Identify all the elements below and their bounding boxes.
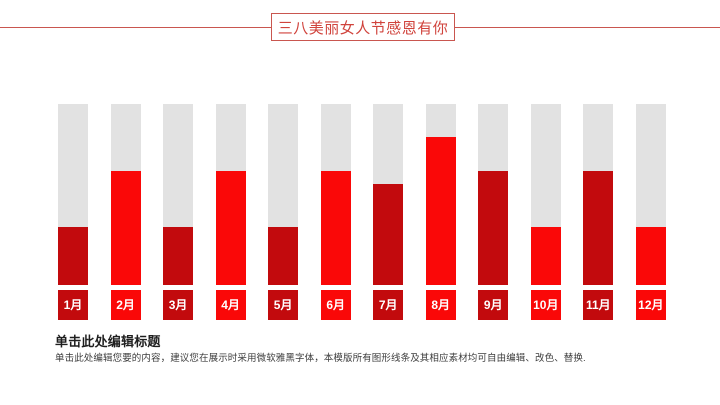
bar-value <box>583 170 614 285</box>
bar-label: 10月 <box>530 290 561 320</box>
slide-title-box[interactable]: 三八美丽女人节感恩有你 <box>271 13 455 41</box>
bar-label: 5月 <box>268 290 299 320</box>
chart-column[interactable]: 1月 <box>58 104 88 320</box>
bar-value <box>478 170 509 285</box>
bar-value <box>530 227 561 285</box>
chart-column[interactable]: 2月 <box>110 104 141 320</box>
bar-label: 11月 <box>583 290 614 320</box>
bar-track <box>215 104 246 285</box>
bar-value <box>268 227 299 285</box>
chart-column[interactable]: 8月 <box>425 104 456 320</box>
bar-track <box>110 104 141 285</box>
bar-label: 2月 <box>110 290 141 320</box>
chart-column[interactable]: 3月 <box>163 104 194 320</box>
bar-label: 7月 <box>373 290 404 320</box>
bar-value <box>425 136 456 285</box>
bar-value <box>635 227 666 285</box>
bar-track <box>320 104 351 285</box>
chart-column[interactable]: 9月 <box>478 104 509 320</box>
bar-track <box>478 104 509 285</box>
chart-column[interactable]: 5月 <box>268 104 299 320</box>
bar-label: 9月 <box>478 290 509 320</box>
footer-body[interactable]: 单击此处编辑您要的内容，建议您在展示时采用微软雅黑字体，本模版所有图形线条及其相… <box>55 353 586 364</box>
bar-track <box>583 104 614 285</box>
chart-column[interactable]: 4月 <box>215 104 246 320</box>
bar-track <box>425 104 456 285</box>
bar-value <box>373 183 404 285</box>
chart-column[interactable]: 7月 <box>373 104 404 320</box>
bar-chart[interactable]: 1月 2月 3月 4月 5月 6月 7月 8月 9月 10月 11月 12月 <box>58 104 666 320</box>
bar-track <box>58 104 88 285</box>
bar-label: 8月 <box>425 290 456 320</box>
chart-column[interactable]: 12月 <box>635 104 666 320</box>
chart-column[interactable]: 6月 <box>320 104 351 320</box>
bar-label: 3月 <box>163 290 194 320</box>
bar-label: 12月 <box>635 290 666 320</box>
bar-value <box>110 170 141 285</box>
bar-label: 6月 <box>320 290 351 320</box>
bar-label: 4月 <box>215 290 246 320</box>
slide-title: 三八美丽女人节感恩有你 <box>277 19 449 37</box>
bar-label: 1月 <box>58 290 88 320</box>
bar-track <box>373 104 404 285</box>
bar-value <box>215 170 246 285</box>
bar-track <box>163 104 194 285</box>
bar-value <box>163 227 194 285</box>
footer-heading[interactable]: 单击此处编辑标题 <box>55 334 161 349</box>
bar-track <box>268 104 299 285</box>
bar-value <box>320 170 351 285</box>
chart-column[interactable]: 10月 <box>530 104 561 320</box>
bar-track <box>530 104 561 285</box>
chart-column[interactable]: 11月 <box>583 104 614 320</box>
bar-track <box>635 104 666 285</box>
bar-value <box>58 227 88 285</box>
